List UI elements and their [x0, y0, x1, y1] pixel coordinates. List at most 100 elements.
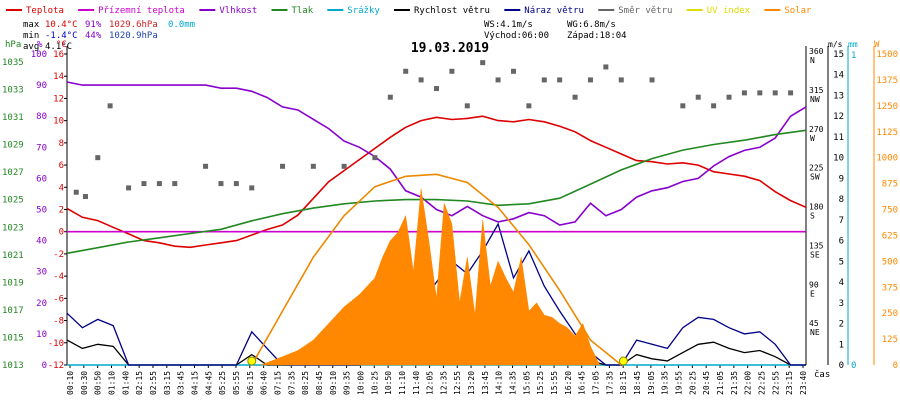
solar-tick-label: 750: [882, 206, 898, 216]
series-2-line: [66, 81, 807, 226]
pressure-tick-label: 1019: [2, 278, 24, 288]
legend-label-3: Tlak: [292, 6, 314, 16]
max-label: max: [23, 20, 40, 30]
temperature-tick-label: -4: [53, 272, 64, 282]
wind-speed-avg: WS:4.1m/s: [484, 20, 533, 30]
solar-tick-label: 1000: [876, 154, 898, 164]
time-tick-label: 20:45: [702, 371, 711, 395]
min-temp: -1.4°C: [45, 31, 78, 41]
rain-tick-label: 0: [851, 361, 856, 371]
time-tick-label: 06:40: [260, 371, 269, 395]
wind-direction-point: [711, 103, 717, 109]
time-tick-label: 16:45: [578, 371, 587, 395]
legend-label-6: Náraz větru: [524, 6, 584, 16]
wind-info: WS:4.1m/s WG:6.8m/s Východ:06:00 Západ:1…: [484, 20, 627, 41]
temperature-tick-label: 12: [53, 94, 64, 104]
wind-direction-point: [449, 68, 455, 74]
wind-direction-point: [73, 189, 79, 195]
max-humidity: 91%: [85, 20, 102, 30]
solar-tick-label: 1375: [876, 76, 898, 86]
time-tick-label: 10:00: [356, 371, 365, 395]
pressure-tick-label: 1025: [2, 196, 24, 206]
wind-direction-point: [310, 163, 316, 169]
humidity-tick-label: 80: [36, 112, 47, 122]
wind-direction-point: [495, 77, 501, 83]
wind-direction-point: [572, 94, 578, 100]
time-tick-label: 05:55: [232, 371, 241, 395]
max-temp: 10.4°C: [45, 20, 78, 30]
ws-tick-label: 2: [839, 320, 844, 330]
ws-tick-label: 11: [833, 133, 844, 143]
time-tick-label: 08:25: [301, 371, 310, 395]
unit-solar: W: [874, 40, 880, 50]
wind-direction-point: [726, 94, 732, 100]
sunrise-marker: [247, 356, 257, 366]
temperature-tick-label: 16: [53, 50, 64, 60]
wind-direction-point: [172, 181, 178, 187]
solar-tick-label: 0: [893, 361, 898, 371]
plot-area: [66, 60, 807, 366]
time-tick-label: 21:05: [716, 371, 725, 395]
pressure-tick-label: 1023: [2, 223, 24, 233]
wind-direction-point: [603, 64, 609, 70]
pressure-tick-label: 1021: [2, 251, 24, 261]
wind-direction-point: [218, 181, 224, 187]
pressure-tick-label: 1031: [2, 113, 24, 123]
direction-degree-label: 45: [809, 319, 819, 328]
time-tick-label: 19:05: [647, 371, 656, 395]
time-tick-label: 18:45: [633, 371, 642, 395]
unit-humidity: %: [37, 40, 43, 50]
ws-tick-label: 10: [833, 154, 844, 164]
ws-tick-label: 5: [839, 257, 844, 267]
temperature-tick-label: 14: [53, 72, 64, 82]
direction-degree-label: 225: [809, 164, 824, 173]
temperature-tick-label: 2: [59, 206, 64, 216]
solar-tick-label: 500: [882, 257, 898, 267]
time-tick-label: 02:55: [149, 371, 158, 395]
time-tick-label: 03:45: [177, 371, 186, 395]
wind-direction-point: [680, 103, 686, 109]
direction-compass-label: E: [810, 289, 815, 298]
wind-direction-point: [464, 103, 470, 109]
ws-tick-label: 0: [839, 361, 844, 371]
humidity-tick-label: 20: [36, 299, 47, 309]
temperature-tick-label: -10: [48, 339, 64, 349]
temperature-tick-label: 6: [59, 161, 64, 171]
solar-tick-label: 625: [882, 231, 898, 241]
temperature-tick-label: -2: [53, 250, 64, 260]
axes: 1035103310311029102710251023102110191017…: [2, 46, 898, 395]
time-tick-label: 22:00: [744, 371, 753, 395]
solar-tick-label: 250: [882, 309, 898, 319]
time-tick-label: 23:15: [785, 371, 794, 395]
time-tick-label: 05:25: [218, 371, 227, 395]
ws-tick-label: 6: [839, 237, 844, 247]
max-rain: 0.0mm: [168, 20, 195, 30]
legend-label-9: Solar: [784, 6, 812, 16]
rain-tick-label: 1: [851, 51, 856, 61]
time-tick-label: 15:55: [550, 371, 559, 395]
time-tick-label: 12:55: [453, 371, 462, 395]
humidity-tick-label: 40: [36, 237, 47, 247]
time-tick-label: 17:05: [592, 371, 601, 395]
pressure-tick-label: 1033: [2, 86, 24, 96]
wind-direction-point: [541, 77, 547, 83]
solar-tick-label: 1125: [876, 128, 898, 138]
pressure-tick-label: 1013: [2, 361, 24, 371]
ws-tick-label: 15: [833, 50, 844, 60]
humidity-tick-label: 70: [36, 143, 47, 153]
solar-tick-label: 375: [882, 283, 898, 293]
time-tick-label: 12:35: [439, 371, 448, 395]
solar-tick-label: 1500: [876, 50, 898, 60]
solar-theoretical-line: [251, 173, 622, 366]
time-tick-label: 16:20: [564, 371, 573, 395]
time-tick-label: 03:15: [163, 371, 172, 395]
direction-degree-label: 270: [809, 125, 824, 134]
time-tick-label: 18:15: [619, 371, 628, 395]
direction-compass-label: W: [810, 134, 815, 143]
wind-direction-point: [587, 77, 593, 83]
time-tick-label: 19:55: [675, 371, 684, 395]
direction-degree-label: 180: [809, 203, 824, 212]
pressure-tick-label: 1029: [2, 141, 24, 151]
time-tick-label: 22:55: [771, 371, 780, 395]
